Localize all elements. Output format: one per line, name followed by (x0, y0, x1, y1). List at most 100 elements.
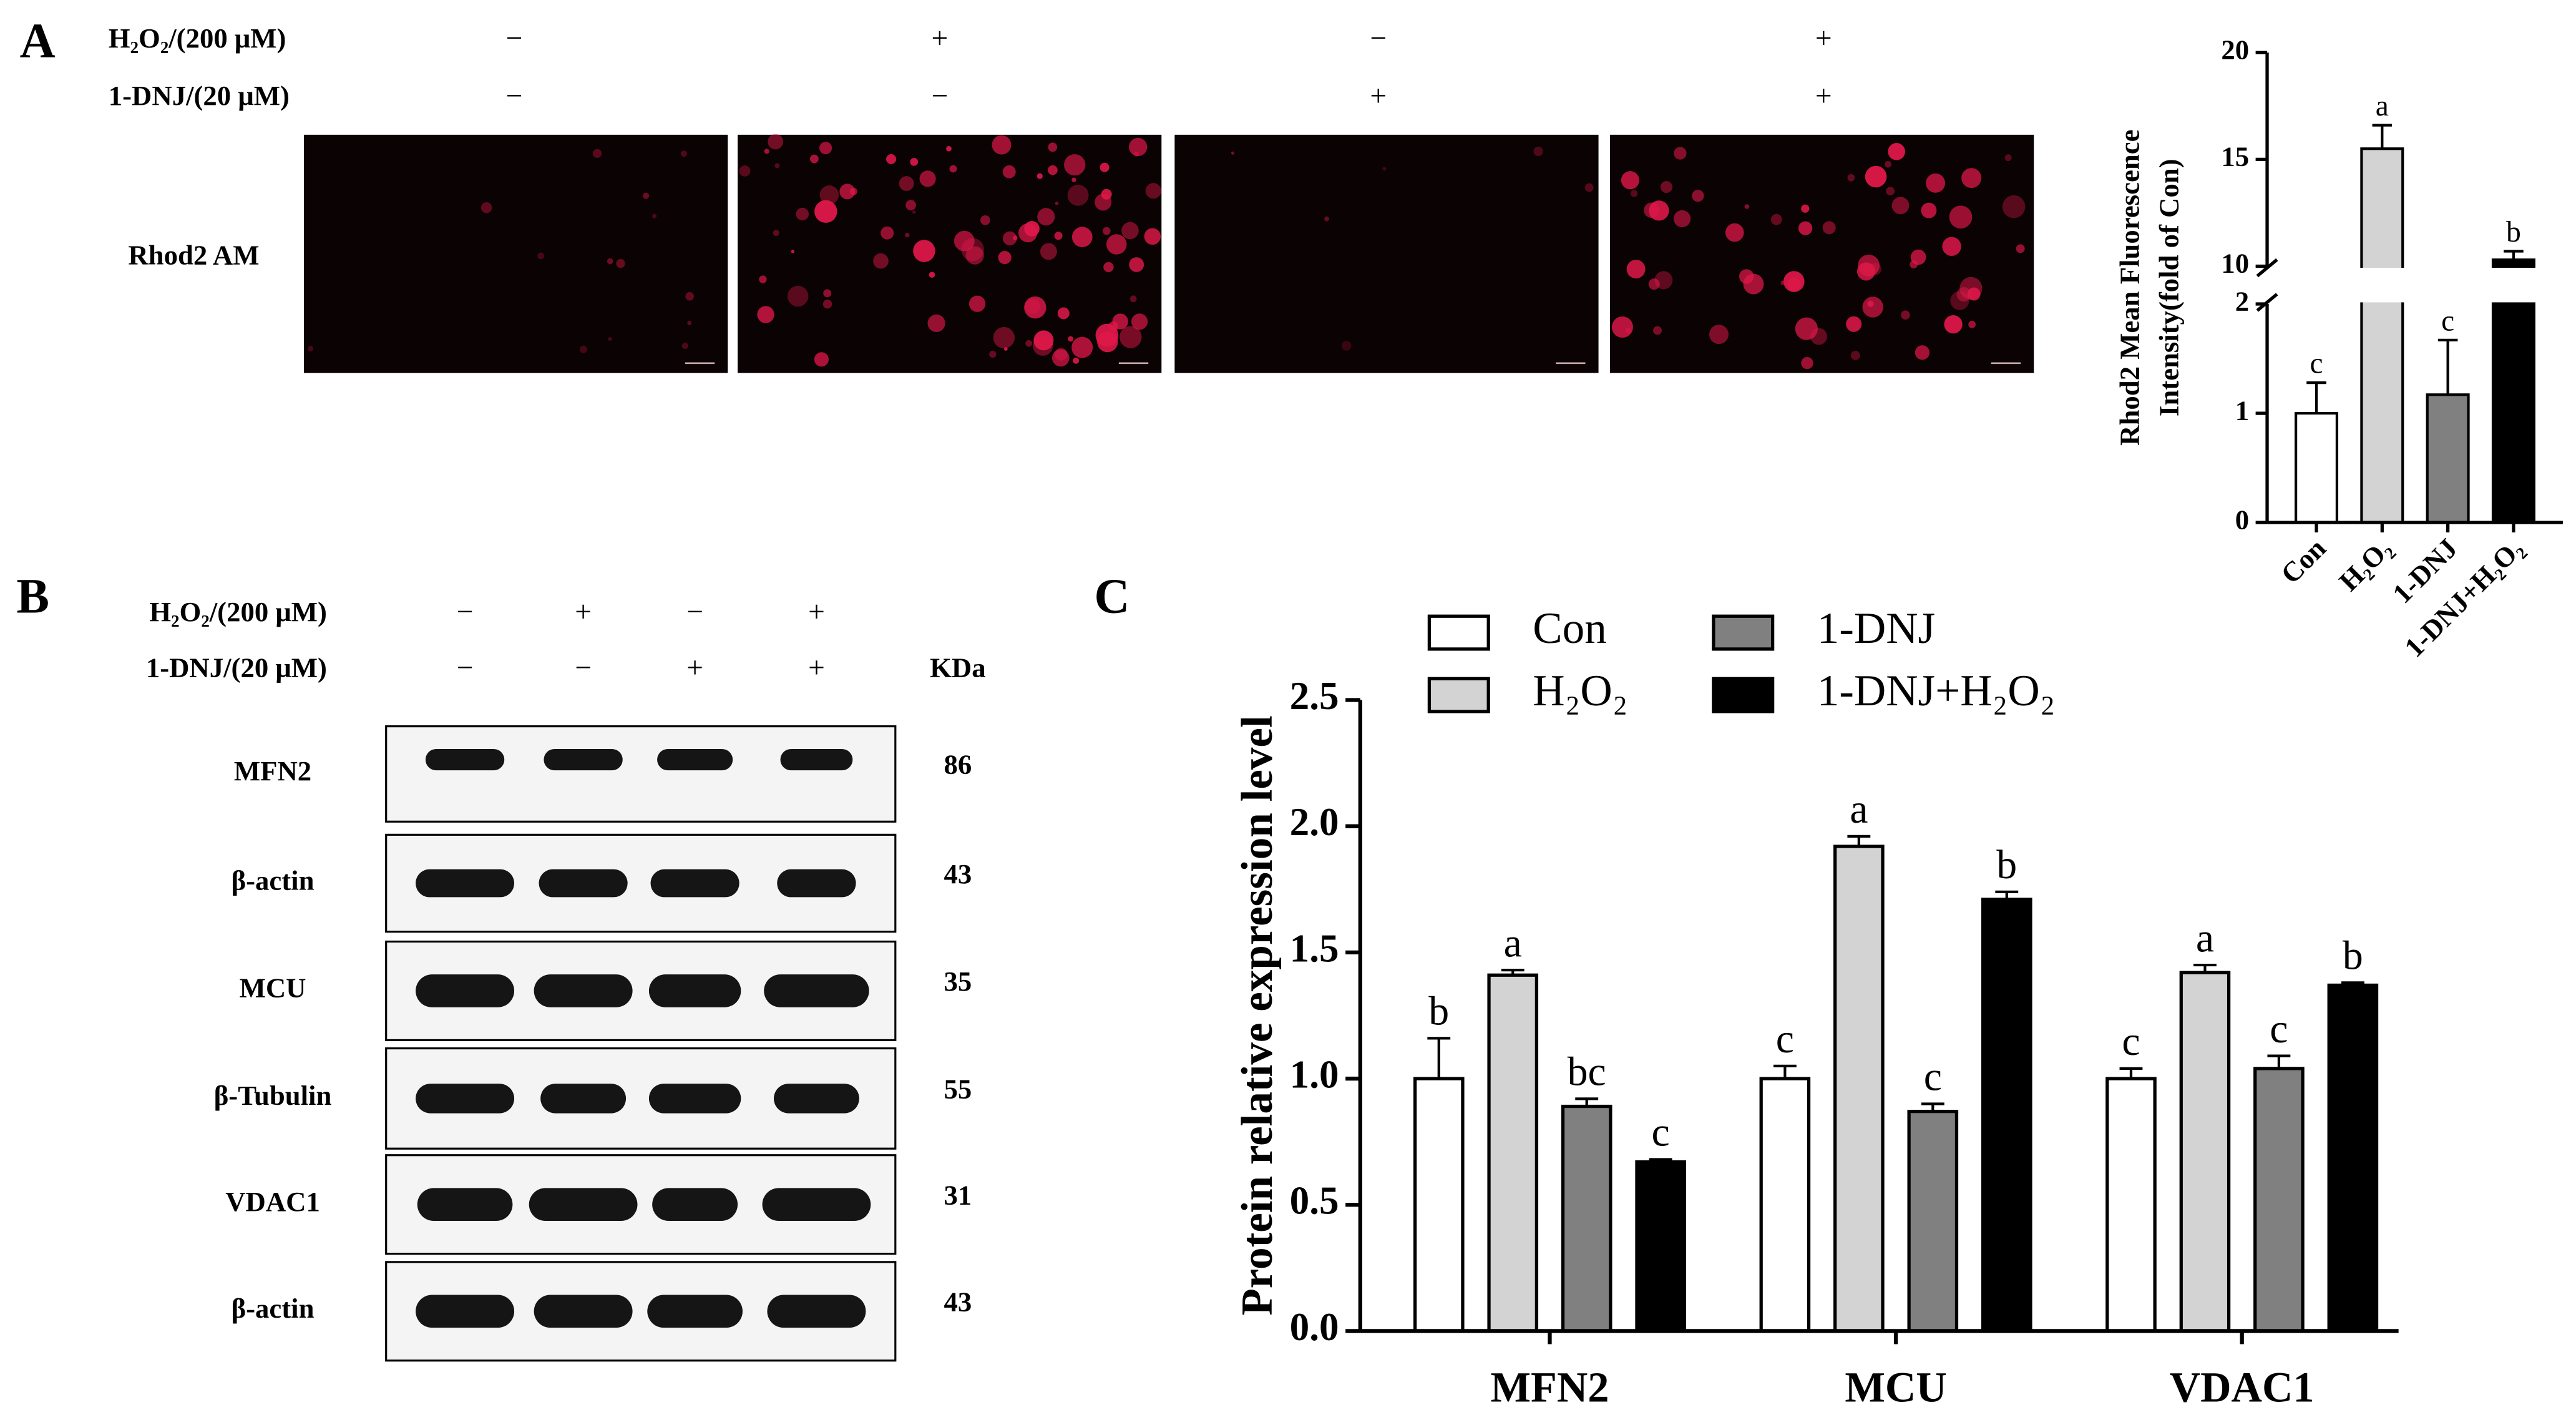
cell-signal (1891, 197, 1910, 215)
protein-band (534, 1295, 633, 1328)
cell-signal (881, 226, 894, 240)
cell-signal (1942, 237, 1961, 257)
legend-label: Con (1533, 604, 1607, 653)
cell-signal (1067, 184, 1089, 206)
micrograph (304, 134, 728, 373)
cell-signal (1002, 165, 1016, 179)
cell-signal (1024, 221, 1040, 237)
cell-signal (1024, 296, 1046, 319)
cell-signal (1862, 296, 1883, 318)
protein-band (650, 869, 739, 898)
treatment-sign: + (1815, 80, 1832, 112)
cell-signal (993, 326, 1015, 349)
kda-label: 43 (944, 858, 972, 889)
cell-signal (1037, 208, 1055, 226)
cell-signal (1744, 204, 1750, 209)
cell-signal (687, 321, 692, 326)
cell-signal (1131, 313, 1148, 330)
cell-signal (1120, 326, 1142, 348)
cell-signal (681, 342, 688, 350)
significance-letter: a (2376, 90, 2389, 122)
bar (1907, 1109, 1959, 1333)
significance-letter: a (1850, 786, 1868, 832)
cell-signal (1961, 168, 1982, 189)
cell-signal (1071, 177, 1076, 182)
micrograph (738, 134, 1162, 373)
bar (2295, 411, 2339, 524)
cell-signal (1129, 137, 1148, 157)
treatment-sign: − (932, 80, 949, 112)
cell-signal (1944, 315, 1963, 334)
y-tick-label: 15 (2221, 141, 2249, 172)
significance-letter: c (1652, 1110, 1670, 1155)
treatment-sign: − (686, 595, 703, 628)
cell-signal (764, 149, 769, 154)
protein-band (648, 974, 741, 1007)
cell-signal (1068, 336, 1074, 342)
significance-letter: c (2310, 348, 2323, 380)
cell-signal (899, 176, 914, 191)
treatment-label: H₂O₂/(200 μM) (109, 22, 286, 54)
treatment-sign: − (506, 22, 523, 55)
protein-label: VDAC1 (225, 1186, 320, 1217)
treatment-label: 1-DNJ/(20 μM) (109, 80, 290, 111)
cell-signal (912, 210, 916, 214)
legend-label: H₂O₂ (1533, 667, 1627, 715)
legend-swatch (1712, 677, 1775, 713)
cell-signal (1888, 143, 1906, 160)
cell-signal (989, 350, 997, 358)
cell-signal (680, 150, 687, 157)
cell-signal (481, 202, 492, 213)
cell-signal (1673, 210, 1691, 228)
cell-signal (1025, 340, 1032, 347)
cell-signal (1129, 257, 1144, 272)
cell-signal (1108, 321, 1119, 331)
significance-letter: bc (1568, 1049, 1606, 1095)
cell-signal (1057, 307, 1070, 320)
y-tick-label: 10 (2221, 248, 2249, 279)
cell-signal (1847, 174, 1855, 182)
cell-signal (685, 291, 695, 301)
cell-signal (1055, 201, 1059, 205)
protein-band (416, 974, 515, 1007)
significance-letter: c (1776, 1016, 1794, 1062)
bar (2426, 393, 2470, 524)
kda-label: 43 (944, 1286, 972, 1318)
treatment-sign: − (457, 652, 474, 684)
cell-signal (1770, 213, 1782, 225)
treatment-sign: − (506, 80, 523, 112)
legend-label: 1-DNJ+H₂O₂ (1817, 667, 2056, 715)
cell-signal (919, 170, 936, 187)
cell-signal (1949, 205, 1973, 229)
cell-signal (929, 272, 935, 278)
cell-signal (1382, 167, 1387, 171)
cell-signal (1129, 295, 1137, 303)
cell-signal (607, 258, 613, 265)
cell-signal (1886, 187, 1895, 196)
micrograph (1174, 134, 1599, 373)
protein-band (539, 869, 628, 898)
bar (2253, 1067, 2305, 1333)
treatment-label: H₂O₂/(200 μM) (149, 596, 327, 627)
legend-swatch (1712, 614, 1775, 651)
protein-band (652, 1188, 738, 1222)
significance-letter: a (1504, 920, 1522, 966)
cell-signal (757, 306, 774, 323)
cell-signal (1103, 262, 1114, 273)
cell-signal (1856, 262, 1875, 281)
cell-signal (1144, 228, 1161, 245)
cell-signal (1959, 277, 1983, 300)
cell-signal (965, 246, 984, 265)
significance-letter: b (2343, 933, 2363, 979)
cell-signal (1654, 271, 1673, 290)
panel-label: A (20, 14, 56, 69)
cell-signal (773, 230, 779, 237)
significance-letter: b (2506, 216, 2521, 248)
treatment-sign: + (686, 652, 703, 684)
treatment-sign: − (1370, 22, 1387, 55)
kda-label: 35 (944, 966, 972, 997)
significance-letter: c (2122, 1019, 2140, 1064)
cell-signal (1846, 316, 1862, 332)
